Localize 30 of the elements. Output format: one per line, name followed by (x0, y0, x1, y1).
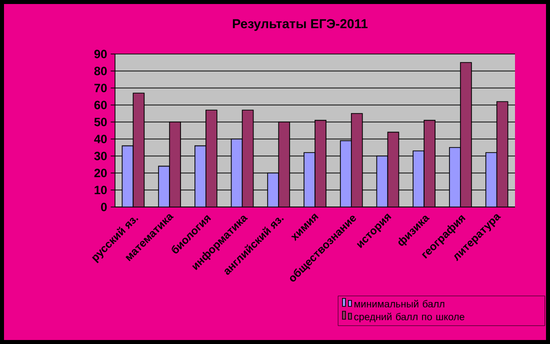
bar (132, 92, 145, 207)
y-tick-label: 10 (94, 186, 107, 194)
bar (424, 120, 436, 207)
y-tick-label: 0 (101, 202, 107, 212)
y-tick-label: 70 (94, 84, 107, 92)
legend-label: минимальный балл (354, 300, 444, 308)
legend-label: средний балл по школе (354, 312, 464, 322)
bar (376, 156, 388, 207)
y-tick-label: 60 (94, 100, 107, 110)
bar (314, 120, 326, 207)
y-tick-label: 90 (94, 50, 107, 58)
bar (350, 113, 363, 207)
y-tick-label: 50 (94, 118, 107, 126)
bar (242, 110, 254, 207)
y-tick-label: 30 (94, 152, 107, 160)
bar (122, 145, 134, 207)
bar (387, 132, 400, 207)
bar (169, 122, 181, 207)
bar (278, 122, 290, 207)
bar (496, 101, 508, 207)
bar (460, 62, 472, 207)
bar (340, 140, 352, 207)
bar (206, 110, 218, 207)
y-tick-label: 20 (94, 168, 107, 178)
bar (485, 152, 498, 207)
bar (230, 138, 243, 207)
bar (194, 145, 206, 207)
y-tick-label: 80 (94, 66, 107, 76)
chart-title: Результаты ЕГЭ-2011 (232, 19, 368, 31)
y-tick-label: 40 (94, 134, 107, 144)
